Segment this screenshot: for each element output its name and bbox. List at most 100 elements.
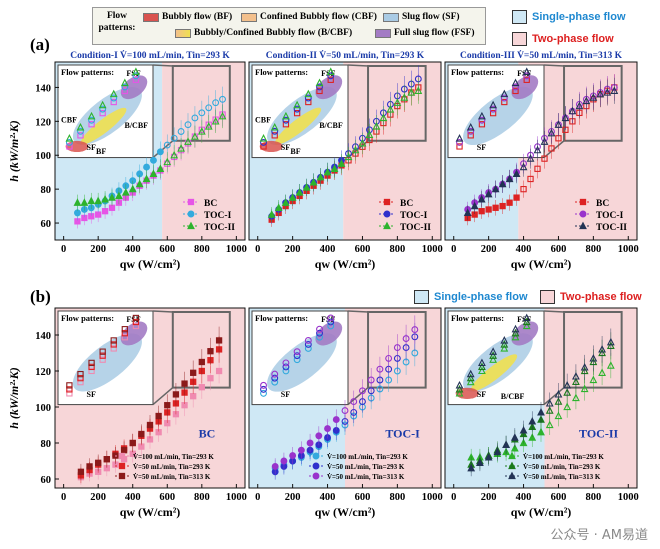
inset-marker [456,139,463,146]
inset-marker [304,89,313,98]
two-phase-region [162,62,245,240]
legend-marker [383,210,391,218]
annot-sf: SF [477,143,486,152]
x-tick-label: 400 [516,492,532,503]
inset-marker [121,83,129,91]
inset-title: Flow patterns: [255,67,308,77]
data-point [526,154,535,162]
chart-title: Condition-III V̇=50 mL/min, Tin=313 K [460,48,623,61]
data-point [414,86,423,94]
inset-marker [260,381,267,389]
annot-bf: BF [290,147,300,156]
y-tick-label: 80 [41,439,52,450]
zoom-box [367,311,427,389]
annot-sf: SF [87,390,96,399]
data-point [610,86,619,94]
data-point [547,128,556,137]
data-point [142,174,151,183]
inset-marker [478,362,486,371]
x-tick-label: 1000 [618,244,639,255]
data-point [598,345,606,353]
data-point [94,196,103,205]
data-point [365,130,374,139]
bf-region [259,140,283,153]
data-point [506,199,513,206]
annot-sf: SF [281,143,290,152]
inset-marker [522,321,531,330]
series-2 [73,104,227,211]
inset-marker [110,337,117,344]
x-tick-label: 400 [320,492,336,503]
inset-marker [282,367,290,375]
annot-sf: SF [87,143,96,152]
inset-marker [99,105,107,113]
data-point [470,201,479,210]
data-point [537,408,545,416]
data-point [393,98,402,106]
legend-label: TOC-I [596,211,624,221]
x-tick-label: 600 [159,244,175,255]
inset-marker [77,370,84,378]
data-point [545,420,554,429]
data-point [386,105,395,113]
sf-region [267,333,337,392]
data-point [554,411,563,420]
legend-label: V̇=100 mL/min, Tin=293 K [523,453,604,461]
annot-bcbf: B/CBF [501,392,525,401]
zoom-connector [152,64,173,67]
data-point [512,169,521,178]
data-point [510,433,519,441]
data-point [358,138,367,147]
series-2 [467,328,615,477]
inset-marker [77,132,84,139]
data-point [598,368,606,376]
data-point [86,463,93,470]
data-point [537,427,545,436]
data-point [463,208,472,217]
inset-marker [293,105,301,113]
data-point [332,416,340,424]
inset-marker [500,340,509,348]
x-tick-label: 400 [125,244,141,255]
inset-marker [466,373,475,382]
data-point [108,193,116,201]
zoom-connector [347,310,369,313]
legend-label-fsf: Full slug flow (FSF) [394,28,475,38]
data-point [184,121,192,129]
data-point [197,127,206,135]
inset-marker [88,116,96,124]
data-point [493,447,502,456]
data-point [74,209,81,217]
inset-title: Flow patterns: [61,67,114,77]
data-point [77,468,85,475]
legend-item-sf: Slug flow (SF) [383,12,460,22]
y-tick-label: 80 [41,185,52,196]
legend-marker [508,461,516,470]
data-point [164,402,171,409]
phase-legend-single-bottom: Single-phase flow [414,290,528,304]
legend-marker [383,198,391,206]
annot-bcbf: B/CBF [125,121,149,130]
data-point [513,194,520,201]
x-tick-label: 200 [285,492,301,503]
data-point [367,376,375,384]
inset-marker [77,127,84,135]
legend-marker [383,221,391,230]
annot-bcbf: B/CBF [319,121,343,130]
data-point [184,137,192,145]
inset-marker [121,330,128,337]
legend-label: V̇=50 mL/min, Tin=313 K [523,473,601,481]
x-axis-label: qw (W/cm²) [120,505,181,519]
data-point [324,425,331,433]
inset-marker [293,109,301,117]
plot-frame [444,61,638,241]
x-tick-label: 0 [451,492,456,503]
inset-marker [132,314,140,322]
inset-marker [132,318,140,326]
flow-pattern-legend-title: Flow patterns: [98,11,136,33]
inset-title: Flow patterns: [451,313,504,323]
series-legend: V̇=100 mL/min, Tin=293 K V̇=50 mL/min, Ti… [505,451,604,481]
inset-marker [304,94,312,102]
chart-title: TOC-I [385,427,420,441]
x-tick-label: 200 [481,244,497,255]
